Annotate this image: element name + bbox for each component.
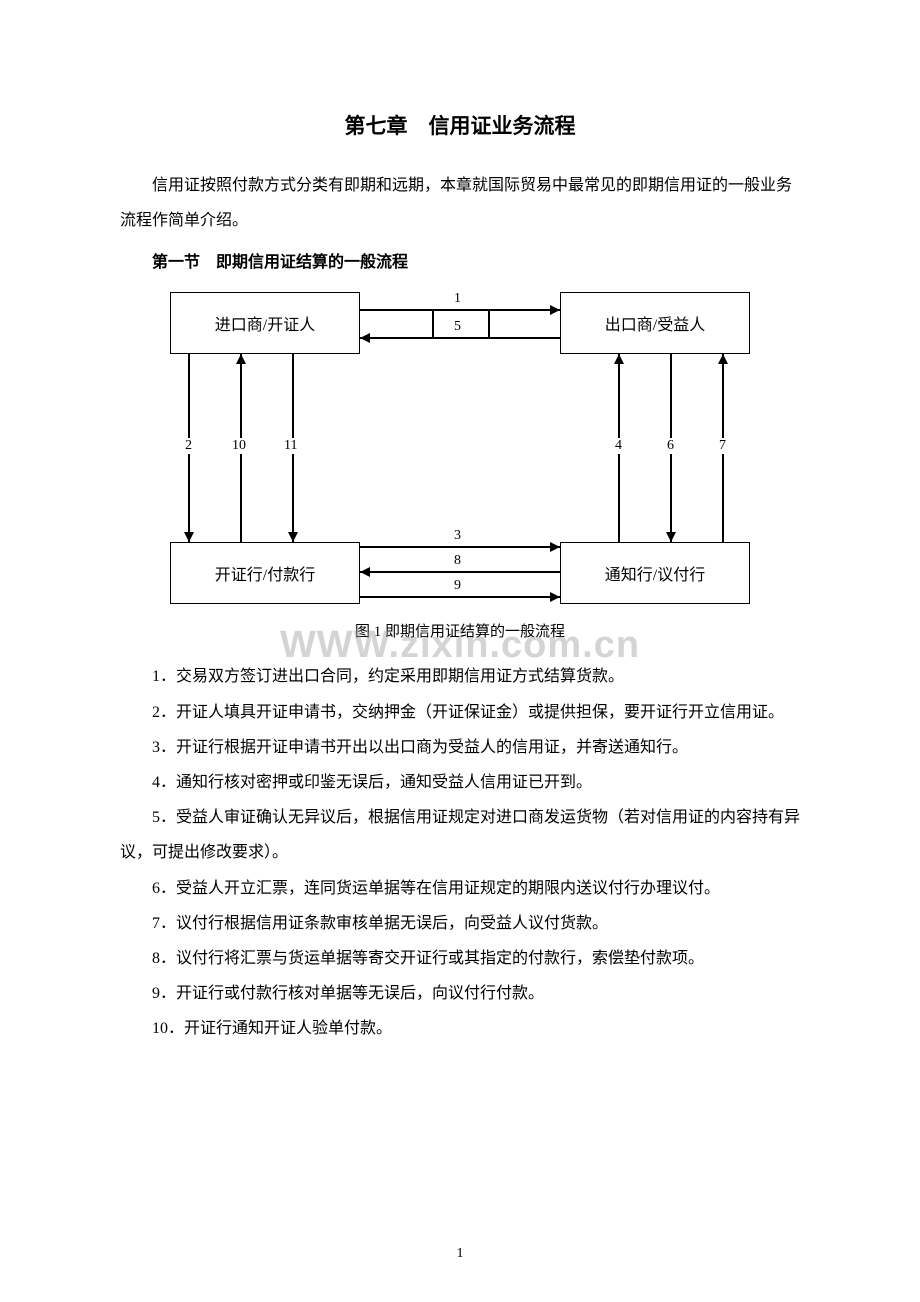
arrow-head-icon <box>550 592 560 602</box>
step-item: 4．通知行核对密押或印鉴无误后，通知受益人信用证已开到。 <box>120 765 800 800</box>
page-number: 1 <box>0 1246 920 1262</box>
flowchart-node-issuing_bank: 开证行/付款行 <box>170 542 360 604</box>
step-item: 6．受益人开立汇票，连同货运单据等在信用证规定的期限内送议付行办理议付。 <box>120 871 800 906</box>
flowchart-edge-label: 4 <box>613 438 624 454</box>
flowchart-edge-label: 2 <box>183 438 194 454</box>
step-item: 10．开证行通知开证人验单付款。 <box>120 1011 800 1046</box>
step-item: 2．开证人填具开证申请书，交纳押金（开证保证金）或提供担保，要开证行开立信用证。 <box>120 695 800 730</box>
arrow-head-icon <box>360 567 370 577</box>
section-title: 第一节 即期信用证结算的一般流程 <box>120 248 800 272</box>
step-item: 7．议付行根据信用证条款审核单据无误后，向受益人议付货款。 <box>120 906 800 941</box>
flowchart-edge-label: 1 <box>452 291 463 307</box>
flowchart-diagram: 进口商/开证人 出口商/受益人开证行/付款行 通知行/议付行 1 5 3 8 9 2 10 11 4 6… <box>150 292 770 612</box>
figure-caption: 图 1 即期信用证结算的一般流程 <box>120 620 800 641</box>
flowchart-edge-9 <box>360 596 560 598</box>
flowchart-edge-label: 8 <box>452 553 463 569</box>
flowchart-edge-8 <box>360 571 560 573</box>
flowchart-node-exporter: 出口商/受益人 <box>560 292 750 354</box>
document-page: WWW.zixin.com.cn 第七章 信用证业务流程 信用证按照付款方式分类… <box>0 0 920 1302</box>
arrow-head-icon <box>236 354 246 364</box>
step-item: 8．议付行将汇票与货运单据等寄交开证行或其指定的付款行，索偿垫付款项。 <box>120 941 800 976</box>
step-item: 9．开证行或付款行核对单据等无误后，向议付行付款。 <box>120 976 800 1011</box>
step-item: 3．开证行根据开证申请书开出以出口商为受益人的信用证，并寄送通知行。 <box>120 730 800 765</box>
flowchart-edge-5 <box>360 337 560 339</box>
arrow-head-icon <box>666 532 676 542</box>
flowchart-edge-label: 11 <box>282 438 299 454</box>
arrow-head-icon <box>288 532 298 542</box>
arrow-head-icon <box>550 542 560 552</box>
flowchart-edge-label: 6 <box>665 438 676 454</box>
flowchart-edge-label: 10 <box>230 438 248 454</box>
flowchart-edge-label: 3 <box>452 528 463 544</box>
flowchart-edge-label: 5 <box>452 319 463 335</box>
flowchart-edge-1 <box>360 309 560 311</box>
flowchart-edge-label: 9 <box>452 578 463 594</box>
flowchart-edge-3 <box>360 546 560 548</box>
flowchart-divider <box>432 309 434 337</box>
flowchart-node-advising_bank: 通知行/议付行 <box>560 542 750 604</box>
intro-paragraph: 信用证按照付款方式分类有即期和远期，本章就国际贸易中最常见的即期信用证的一般业务… <box>120 168 800 238</box>
arrow-head-icon <box>184 532 194 542</box>
flowchart-divider <box>488 309 490 337</box>
arrow-head-icon <box>360 333 370 343</box>
arrow-head-icon <box>614 354 624 364</box>
arrow-head-icon <box>550 305 560 315</box>
chapter-title: 第七章 信用证业务流程 <box>120 110 800 140</box>
steps-list: 1．交易双方签订进出口合同，约定采用即期信用证方式结算货款。2．开证人填具开证申… <box>120 659 800 1046</box>
step-item: 1．交易双方签订进出口合同，约定采用即期信用证方式结算货款。 <box>120 659 800 694</box>
flowchart-node-importer: 进口商/开证人 <box>170 292 360 354</box>
flowchart-edge-label: 7 <box>717 438 728 454</box>
step-item: 5．受益人审证确认无异议后，根据信用证规定对进口商发运货物（若对信用证的内容持有… <box>120 800 800 870</box>
arrow-head-icon <box>718 354 728 364</box>
